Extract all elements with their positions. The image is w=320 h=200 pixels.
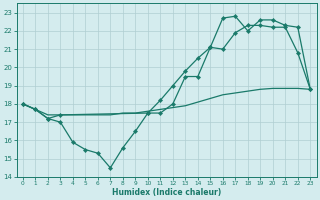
X-axis label: Humidex (Indice chaleur): Humidex (Indice chaleur) <box>112 188 221 197</box>
